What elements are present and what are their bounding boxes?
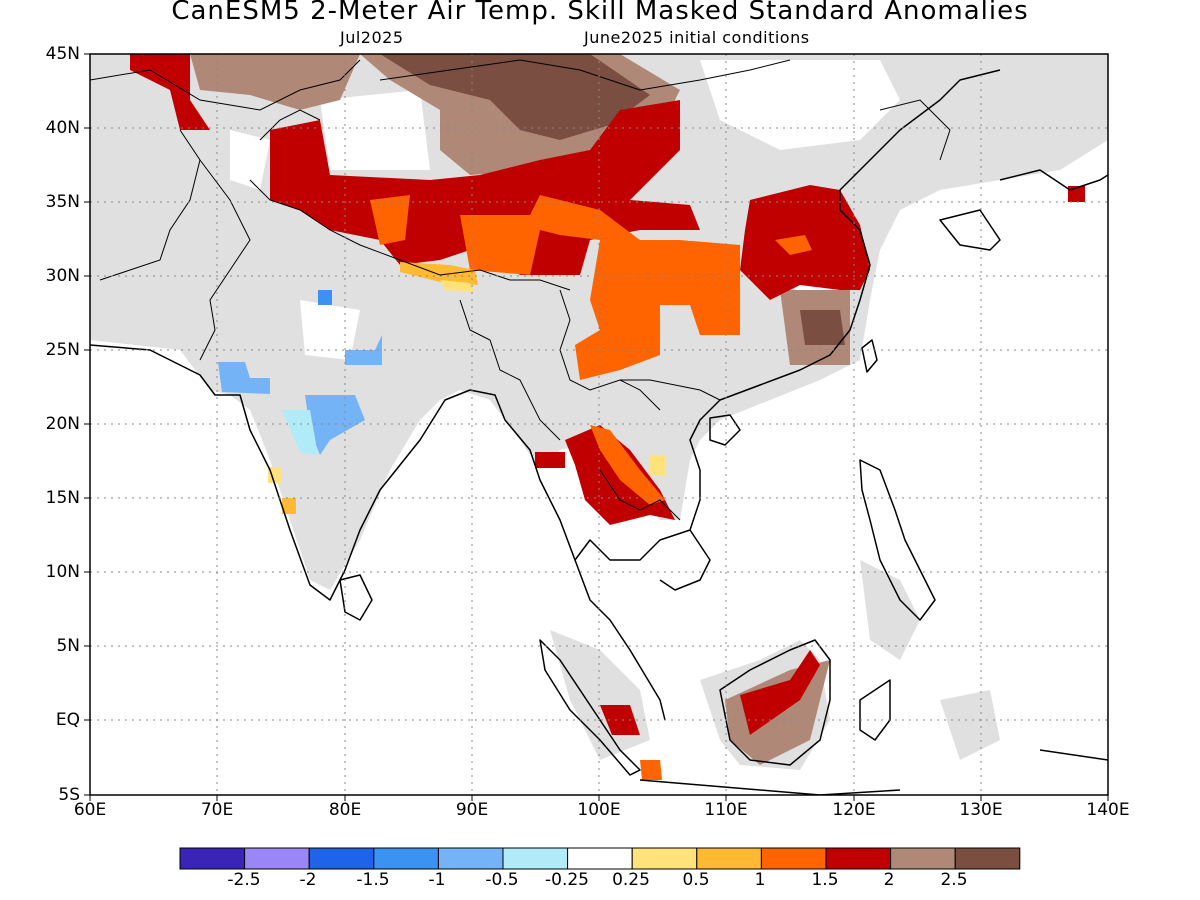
anomaly-region-darkbrown-north [380, 54, 650, 140]
colorbar-label: 0.25 [612, 870, 650, 890]
colorbar-label: -1.5 [356, 870, 390, 890]
lat-tick-label: 20N [45, 414, 80, 434]
lon-tick-label: 90E [455, 800, 489, 820]
target-month: Jul2025 [340, 28, 404, 47]
anomaly-region-brown-west [190, 54, 360, 110]
colorbar-label: 2.5 [940, 870, 968, 890]
lat-tick-label: EQ [55, 710, 80, 730]
colorbar-label: -2 [299, 870, 317, 890]
anomaly-region-orange-central [460, 195, 740, 380]
lon-tick-label: 80E [328, 800, 362, 820]
initial-conditions: June2025 initial conditions [584, 28, 810, 47]
lat-tick-label: 30N [45, 266, 80, 286]
anomaly-region-mid-blue [318, 290, 332, 305]
anomaly-region-yellow-india [268, 467, 282, 483]
lat-tick-label: 10N [45, 562, 80, 582]
anomaly-region-orange-china [775, 235, 812, 255]
colorbar-label: 1 [754, 870, 766, 890]
graticule [90, 54, 1108, 795]
anomaly-region-orange-sumatra [640, 760, 662, 780]
lon-tick-label: 100E [577, 800, 621, 820]
lat-tick-label: 45N [45, 44, 80, 64]
lon-tick-label: 120E [832, 800, 876, 820]
anomaly-region-blue-india [305, 395, 365, 455]
anomaly-region-red-northwest [130, 54, 210, 130]
lat-tick-label: 35N [45, 192, 80, 212]
lon-tick-label: 70E [200, 800, 234, 820]
anomaly-region-gold-india [282, 498, 296, 514]
colorbar-label: -2.5 [227, 870, 261, 890]
colorbar-label: 0.5 [682, 870, 710, 890]
chart-title: CanESM5 2-Meter Air Temp. Skill Masked S… [171, 0, 1029, 26]
lon-tick-label: 60E [73, 800, 107, 820]
anomaly-region-orange-tibet [370, 195, 410, 245]
axis-ticks [84, 53, 1109, 801]
anomaly-region-cyan-india [282, 410, 318, 455]
anomaly-region-red-sumatra [600, 705, 640, 735]
lon-tick-label: 130E [959, 800, 1003, 820]
colorbar-label: -1 [428, 870, 446, 890]
anomaly-region-yellow-laos [650, 455, 665, 475]
country-borders [90, 59, 951, 521]
lat-tick-label: 5S [58, 785, 80, 805]
lat-tick-label: 25N [45, 340, 80, 360]
anomaly-region-red-burma [535, 452, 565, 468]
lon-tick-label: 140E [1086, 800, 1130, 820]
colorbar-label: -0.5 [485, 870, 519, 890]
anomaly-region-yellow-tibet [440, 280, 475, 292]
lon-tick-label: 110E [704, 800, 748, 820]
anomaly-region-red-borneo [740, 650, 820, 735]
lat-tick-label: 15N [45, 488, 80, 508]
lat-tick-label: 5N [56, 636, 80, 656]
anomaly-region-darkbrown-east [800, 310, 845, 345]
colorbar-label: -0.25 [545, 870, 589, 890]
anomaly-region-blue-gujarat [218, 362, 270, 394]
anomaly-region-orange-indochina [590, 425, 665, 505]
coastlines [90, 69, 1108, 795]
lat-tick-label: 40N [45, 118, 80, 138]
colorbar-label: 2 [883, 870, 895, 890]
colorbar-label: 1.5 [811, 870, 839, 890]
